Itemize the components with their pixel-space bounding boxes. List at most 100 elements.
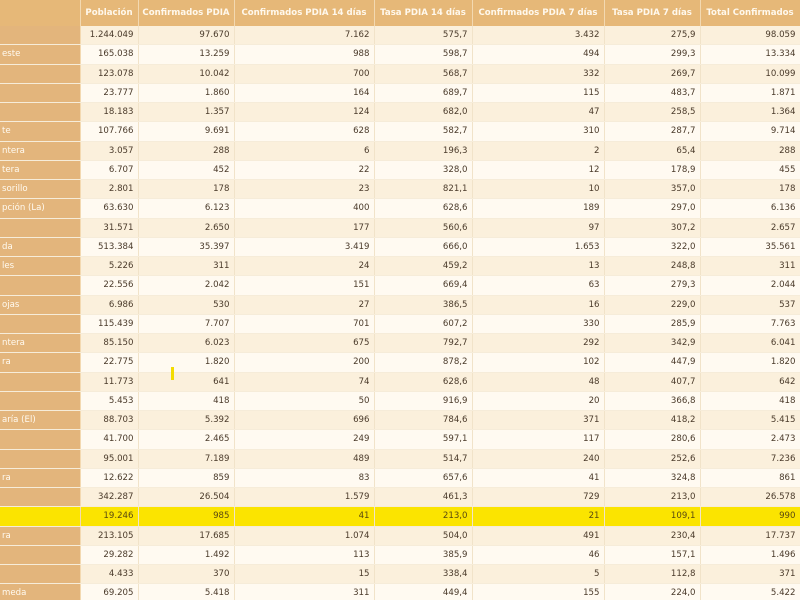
table-row[interactable]: 23.777 1.860 164 689,7 115 483,7 1.871 [0,83,800,104]
row-label [0,275,81,296]
table-cell: 117 [472,429,605,450]
table-cell: 196,3 [374,141,473,161]
table-row[interactable]: 1.244.049 97.670 7.162 575,7 3.432 275,9 98.05… [0,26,800,46]
table-row[interactable]: aría (El) 88.703 5.392 696 784,6 371 418,2 5.41… [0,410,800,431]
table-row[interactable]: ra 22.775 1.820 200 878,2 102 447,9 1.820 [0,352,800,373]
table-row[interactable]: ra 12.622 859 83 657,6 41 324,8 861 [0,468,800,489]
table-cell: 26.504 [138,487,235,508]
column-header[interactable]: Confirmados PDIA [138,0,235,26]
table-cell: 1.871 [700,83,800,104]
table-cell: 324,8 [604,468,701,489]
table-cell: 1.579 [234,487,375,508]
table-cell: 675 [234,333,375,354]
table-cell: 6.986 [80,295,139,315]
column-header[interactable]: Tasa PDIA 14 días [374,0,473,26]
table-row[interactable]: pción (La) 63.630 6.123 400 628,6 189 297,0 6.1… [0,198,800,219]
row-label [0,102,81,123]
table-cell: 641 [138,372,235,392]
table-row[interactable]: 123.078 10.042 700 568,7 332 269,7 10.099 [0,64,800,84]
table-cell: 357,0 [604,179,701,200]
table-cell: 13.259 [138,44,235,65]
table-row[interactable]: 22.556 2.042 151 669,4 63 279,3 2.044 [0,275,800,296]
table-cell: 418 [138,391,235,412]
table-cell: 50 [234,391,375,412]
table-row[interactable]: 29.282 1.492 113 385,9 46 157,1 1.496 [0,545,800,566]
table-cell: 418,2 [604,410,701,431]
table-row[interactable]: tera 6.707 452 22 328,0 12 178,9 455 [0,160,800,181]
table-row[interactable]: 4.433 370 15 338,4 5 112,8 371 [0,564,800,585]
table-row[interactable]: 31.571 2.650 177 560,6 97 307,2 2.657 [0,218,800,238]
table-row[interactable]: ra 213.105 17.685 1.074 504,0 491 230,4 17.737 [0,526,800,546]
table-cell: 1.820 [138,352,235,373]
table-row[interactable]: ojas 6.986 530 27 386,5 16 229,0 537 [0,295,800,315]
column-header[interactable]: Tasa PDIA 7 días [604,0,701,26]
table-row[interactable]: 342.287 26.504 1.579 461,3 729 213,0 26.578 [0,487,800,508]
table-cell: 20 [472,391,605,412]
table-row[interactable]: este 165.038 13.259 988 598,7 494 299,3 13.334 [0,44,800,65]
table-row-highlighted[interactable]: 19.246 985 41 213,0 21 109,1 990 [0,506,800,527]
row-label: tera [0,160,81,181]
table-cell: 5.453 [80,391,139,412]
table-row[interactable]: meda 69.205 5.418 311 449,4 155 224,0 5.422 [0,583,800,600]
column-header[interactable]: Confirmados PDIA 7 días [472,0,605,26]
table-cell: 3.419 [234,237,375,258]
table-cell: 447,9 [604,352,701,373]
table-cell: 821,1 [374,179,473,200]
table-row[interactable]: 115.439 7.707 701 607,2 330 285,9 7.763 [0,314,800,335]
table-row[interactable]: te 107.766 9.691 628 582,7 310 287,7 9.714 [0,121,800,142]
table-cell: 29.282 [80,545,139,566]
table-row[interactable]: 5.453 418 50 916,9 20 366,8 418 [0,391,800,412]
row-label: meda [0,583,81,600]
table-cell: 115.439 [80,314,139,335]
table-cell: 985 [138,506,235,527]
table-row[interactable]: 95.001 7.189 489 514,7 240 252,6 7.236 [0,449,800,469]
table-row[interactable]: les 5.226 311 24 459,2 13 248,8 311 [0,256,800,277]
row-label [0,26,81,46]
table-cell: 1.653 [472,237,605,258]
table-cell: 18.183 [80,102,139,123]
row-label: este [0,44,81,65]
row-label: ra [0,526,81,546]
table-row[interactable]: sorillo 2.801 178 23 821,1 10 357,0 178 [0,179,800,200]
column-header[interactable]: Población [80,0,139,26]
table-row[interactable]: da 513.384 35.397 3.419 666,0 1.653 322,0 35.56… [0,237,800,258]
table-cell: 10 [472,179,605,200]
row-label [0,487,81,508]
table-row[interactable]: ntera 3.057 288 6 196,3 2 65,4 288 [0,141,800,161]
table-cell: 371 [700,564,800,585]
column-header[interactable]: Confirmados PDIA 14 días [234,0,375,26]
table-cell: 13 [472,256,605,277]
table-cell: 5.226 [80,256,139,277]
table-cell: 249 [234,429,375,450]
table-cell: 13.334 [700,44,800,65]
table-cell: 2.044 [700,275,800,296]
table-cell: 213,0 [374,506,473,527]
table-cell: 2.465 [138,429,235,450]
table-cell: 861 [700,468,800,489]
column-header[interactable]: Total Confirmados [700,0,800,26]
table-cell: 371 [472,410,605,431]
table-cell: 366,8 [604,391,701,412]
table-cell: 6 [234,141,375,161]
table-cell: 792,7 [374,333,473,354]
table-cell: 682,0 [374,102,473,123]
table-cell: 5.422 [700,583,800,600]
table-cell: 400 [234,198,375,219]
row-label: ntera [0,141,81,161]
column-header-name[interactable] [0,0,81,26]
table-cell: 178 [138,179,235,200]
table-cell: 230,4 [604,526,701,546]
table-cell: 157,1 [604,545,701,566]
row-label [0,449,81,469]
table-row[interactable]: ntera 85.150 6.023 675 792,7 292 342,9 6.041 [0,333,800,354]
table-row[interactable]: 41.700 2.465 249 597,1 117 280,6 2.473 [0,429,800,450]
table-cell: 311 [138,256,235,277]
table-row[interactable]: 18.183 1.357 124 682,0 47 258,5 1.364 [0,102,800,123]
table-cell: 1.364 [700,102,800,123]
row-label [0,83,81,104]
table-cell: 165.038 [80,44,139,65]
row-label [0,218,81,238]
table-cell: 6.123 [138,198,235,219]
table-row[interactable]: 11.773 641 74 628,6 48 407,7 642 [0,372,800,392]
